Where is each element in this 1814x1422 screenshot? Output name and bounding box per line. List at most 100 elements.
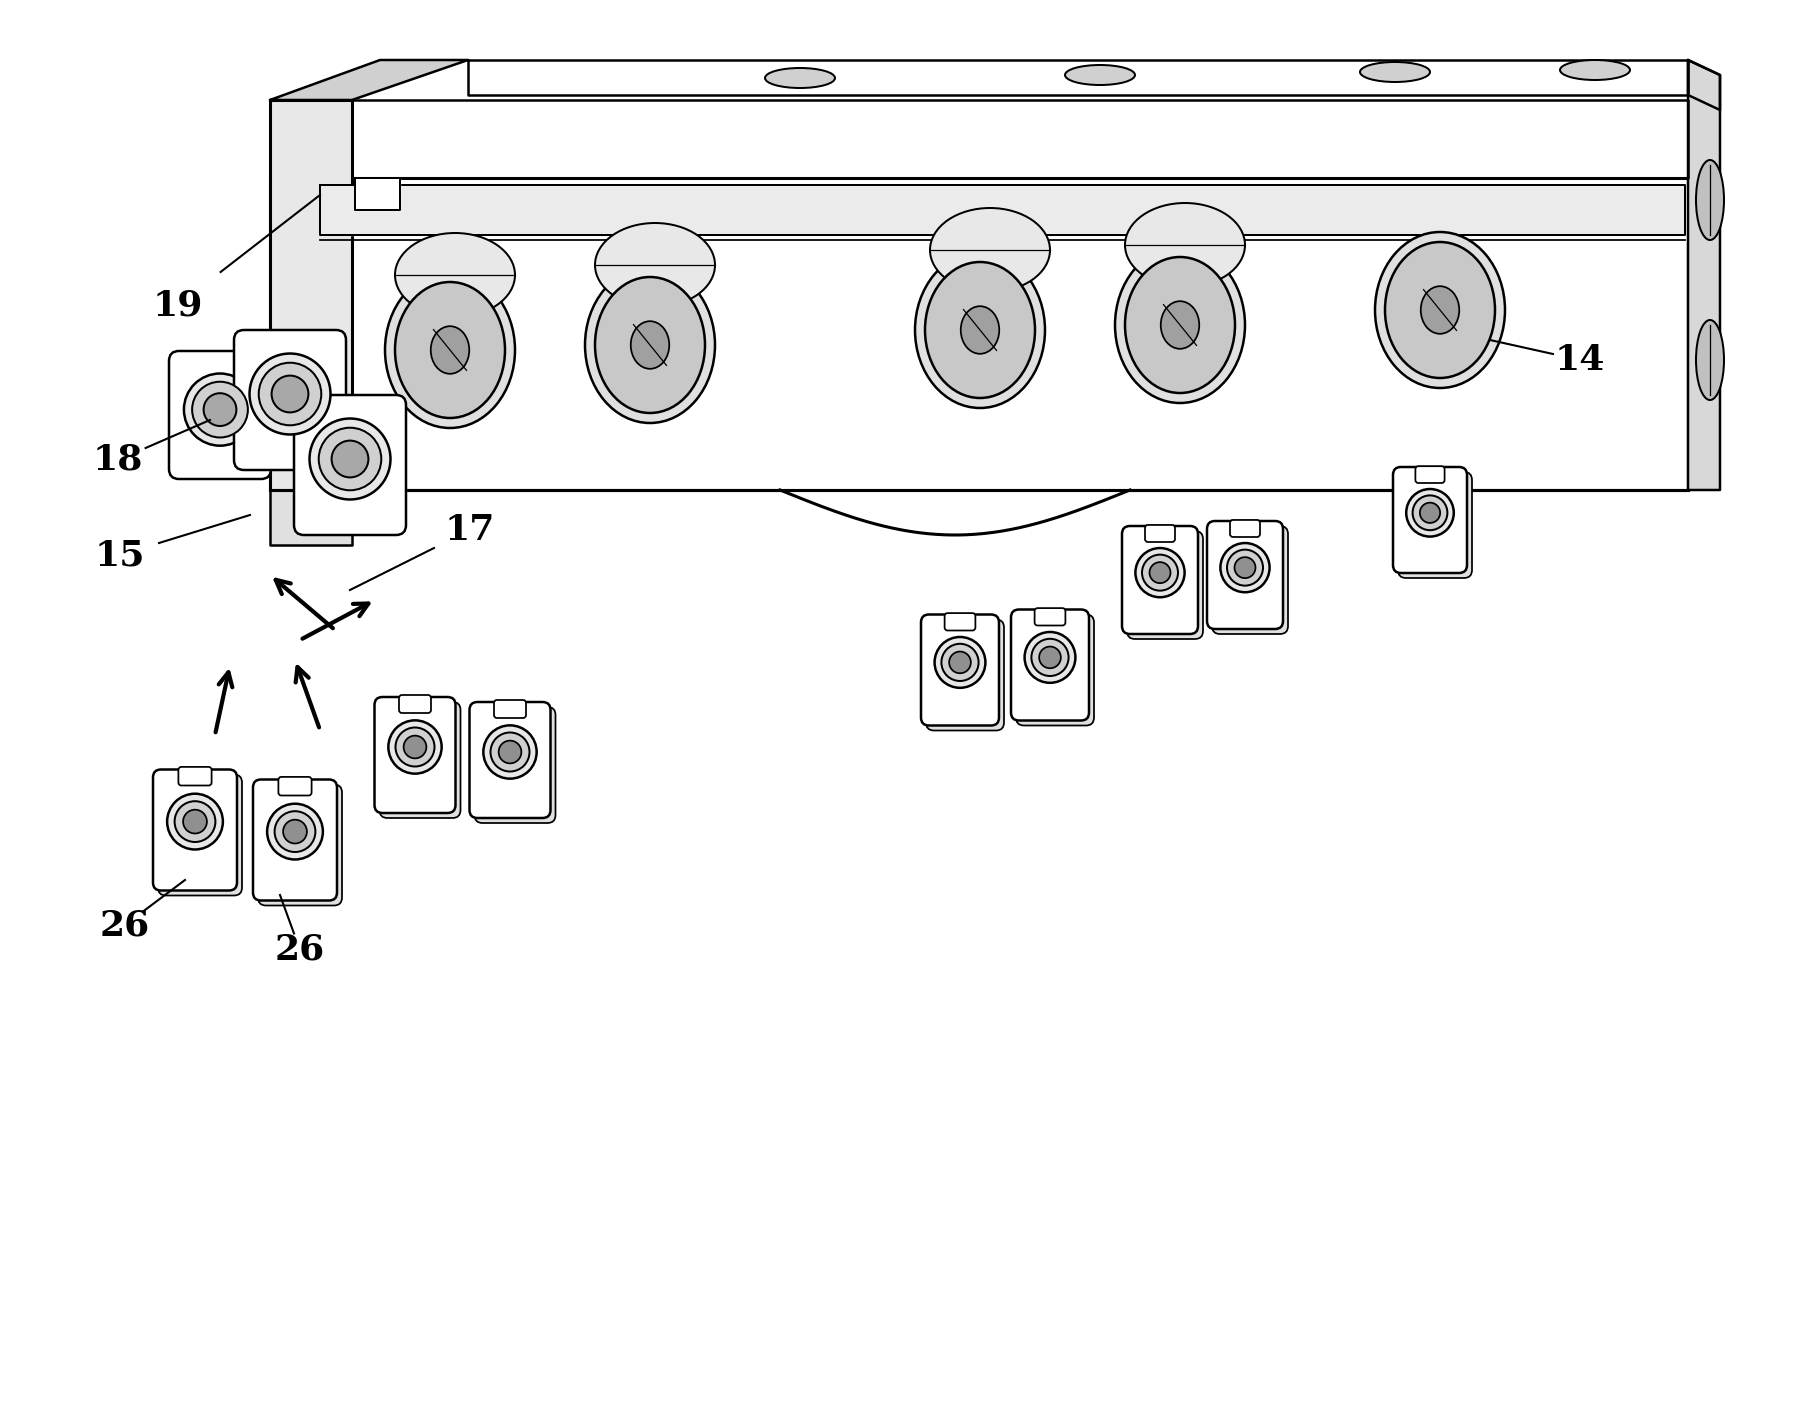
Ellipse shape bbox=[1125, 203, 1244, 287]
FancyBboxPatch shape bbox=[234, 330, 346, 471]
Ellipse shape bbox=[961, 306, 1000, 354]
Polygon shape bbox=[319, 185, 1685, 235]
FancyBboxPatch shape bbox=[252, 779, 337, 900]
FancyBboxPatch shape bbox=[399, 695, 432, 712]
Ellipse shape bbox=[931, 208, 1050, 292]
Ellipse shape bbox=[310, 418, 390, 499]
FancyBboxPatch shape bbox=[1123, 526, 1197, 634]
Ellipse shape bbox=[1161, 301, 1199, 348]
Ellipse shape bbox=[1406, 489, 1453, 536]
FancyBboxPatch shape bbox=[278, 776, 312, 795]
Ellipse shape bbox=[395, 233, 515, 317]
Ellipse shape bbox=[203, 394, 236, 427]
Ellipse shape bbox=[1226, 550, 1263, 586]
Ellipse shape bbox=[1116, 247, 1244, 402]
Ellipse shape bbox=[259, 363, 321, 425]
Text: 14: 14 bbox=[1555, 343, 1605, 377]
Text: 19: 19 bbox=[152, 289, 203, 321]
Polygon shape bbox=[468, 60, 1689, 95]
FancyBboxPatch shape bbox=[475, 707, 555, 823]
Ellipse shape bbox=[1221, 543, 1270, 592]
Ellipse shape bbox=[1696, 161, 1723, 240]
Ellipse shape bbox=[385, 272, 515, 428]
FancyBboxPatch shape bbox=[1399, 472, 1471, 577]
Polygon shape bbox=[352, 100, 1689, 178]
Ellipse shape bbox=[332, 441, 368, 478]
Polygon shape bbox=[270, 178, 1689, 491]
Ellipse shape bbox=[1696, 320, 1723, 400]
Ellipse shape bbox=[267, 803, 323, 859]
Ellipse shape bbox=[584, 267, 715, 422]
Ellipse shape bbox=[1025, 631, 1076, 683]
Ellipse shape bbox=[274, 811, 316, 852]
Ellipse shape bbox=[395, 282, 504, 418]
Text: 26: 26 bbox=[100, 909, 151, 941]
Ellipse shape bbox=[949, 651, 970, 673]
Ellipse shape bbox=[1420, 286, 1458, 334]
Text: 17: 17 bbox=[444, 513, 495, 547]
Ellipse shape bbox=[167, 793, 223, 849]
Ellipse shape bbox=[1136, 547, 1185, 597]
Polygon shape bbox=[1689, 60, 1720, 491]
FancyBboxPatch shape bbox=[493, 700, 526, 718]
FancyBboxPatch shape bbox=[1230, 520, 1261, 538]
FancyBboxPatch shape bbox=[1145, 525, 1175, 542]
Ellipse shape bbox=[1039, 647, 1061, 668]
Ellipse shape bbox=[405, 735, 426, 758]
FancyBboxPatch shape bbox=[1010, 610, 1088, 721]
Polygon shape bbox=[270, 100, 352, 491]
Text: 18: 18 bbox=[93, 444, 143, 476]
Ellipse shape bbox=[1375, 232, 1506, 388]
Ellipse shape bbox=[1560, 60, 1631, 80]
FancyBboxPatch shape bbox=[258, 785, 343, 906]
Ellipse shape bbox=[483, 725, 537, 779]
Ellipse shape bbox=[1235, 557, 1255, 579]
FancyBboxPatch shape bbox=[1126, 530, 1203, 638]
FancyBboxPatch shape bbox=[158, 775, 241, 896]
Polygon shape bbox=[270, 491, 352, 545]
Ellipse shape bbox=[1420, 502, 1440, 523]
Ellipse shape bbox=[499, 741, 521, 764]
Ellipse shape bbox=[183, 374, 256, 445]
Ellipse shape bbox=[388, 721, 441, 774]
Ellipse shape bbox=[766, 68, 834, 88]
FancyBboxPatch shape bbox=[1206, 520, 1282, 629]
FancyBboxPatch shape bbox=[152, 769, 238, 890]
Ellipse shape bbox=[595, 223, 715, 307]
Ellipse shape bbox=[914, 252, 1045, 408]
Text: 15: 15 bbox=[94, 538, 145, 572]
Ellipse shape bbox=[490, 732, 530, 772]
FancyBboxPatch shape bbox=[169, 351, 270, 479]
Ellipse shape bbox=[250, 354, 330, 435]
Ellipse shape bbox=[1150, 562, 1170, 583]
Ellipse shape bbox=[1413, 495, 1448, 530]
Ellipse shape bbox=[934, 637, 985, 688]
FancyBboxPatch shape bbox=[925, 620, 1003, 731]
Ellipse shape bbox=[192, 381, 249, 438]
Ellipse shape bbox=[941, 644, 978, 681]
Polygon shape bbox=[270, 60, 468, 100]
Ellipse shape bbox=[283, 819, 307, 843]
Ellipse shape bbox=[430, 326, 470, 374]
FancyBboxPatch shape bbox=[178, 766, 212, 785]
FancyBboxPatch shape bbox=[1415, 466, 1444, 483]
Ellipse shape bbox=[595, 277, 706, 412]
FancyBboxPatch shape bbox=[1034, 609, 1065, 626]
Ellipse shape bbox=[319, 428, 381, 491]
Ellipse shape bbox=[631, 321, 669, 368]
Ellipse shape bbox=[1386, 242, 1495, 378]
Ellipse shape bbox=[925, 262, 1036, 398]
FancyBboxPatch shape bbox=[294, 395, 406, 535]
FancyBboxPatch shape bbox=[470, 702, 550, 818]
Ellipse shape bbox=[1143, 555, 1177, 590]
Ellipse shape bbox=[395, 728, 435, 766]
FancyBboxPatch shape bbox=[1016, 614, 1094, 725]
FancyBboxPatch shape bbox=[945, 613, 976, 630]
Ellipse shape bbox=[1065, 65, 1136, 85]
FancyBboxPatch shape bbox=[1212, 526, 1288, 634]
Ellipse shape bbox=[1032, 638, 1068, 675]
FancyBboxPatch shape bbox=[1393, 466, 1468, 573]
Text: 26: 26 bbox=[276, 933, 325, 967]
Ellipse shape bbox=[174, 801, 216, 842]
Ellipse shape bbox=[1360, 63, 1429, 82]
